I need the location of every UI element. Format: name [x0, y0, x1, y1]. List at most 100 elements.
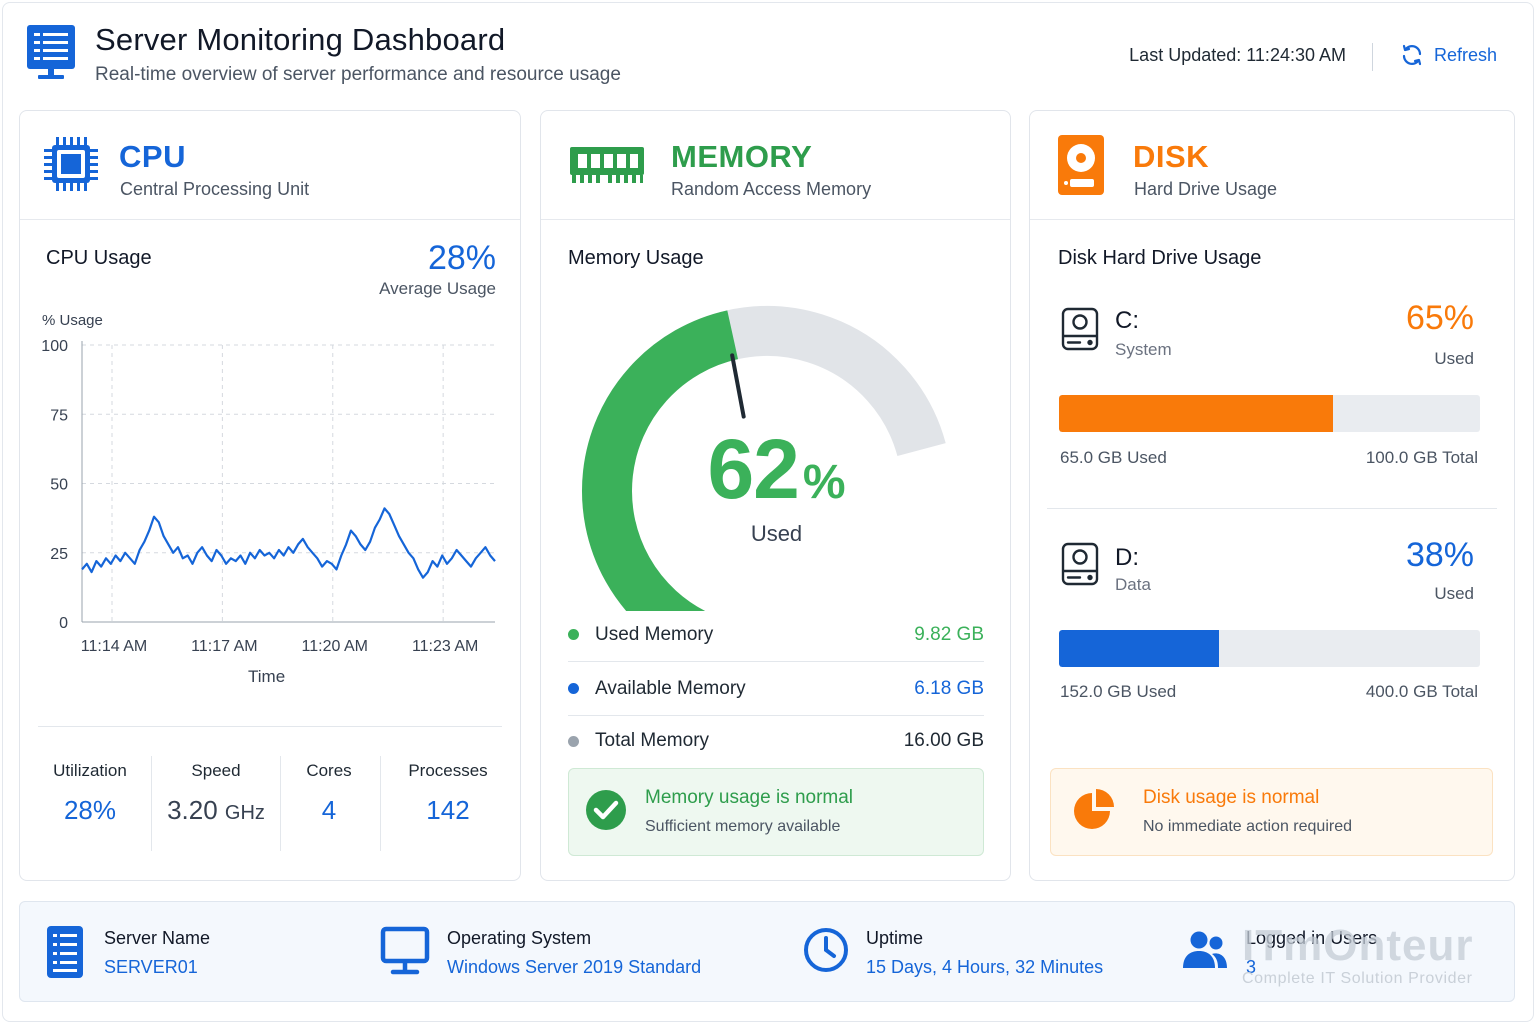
- y-tick-label: 0: [59, 615, 68, 632]
- stat-utilization: Utilization 28%: [40, 761, 140, 826]
- memory-row-label: Total Memory: [595, 730, 710, 751]
- gauge-percentage: 62%: [541, 421, 1012, 518]
- stat-value: 142: [426, 795, 470, 825]
- stat-separator: [280, 756, 281, 851]
- y-tick-label: 50: [50, 477, 68, 494]
- x-tick-label: 11:20 AM: [302, 638, 368, 655]
- stat-label: Speed: [191, 761, 241, 780]
- stat-separator: [151, 756, 152, 851]
- y-axis-title: % Usage: [42, 312, 103, 329]
- memory-row-label: Available Memory: [595, 677, 746, 699]
- cpu-average-value: 28%: [427, 239, 496, 277]
- memory-row-label: Used Memory: [595, 623, 714, 645]
- memory-status-title: Memory usage is normal: [645, 787, 854, 808]
- memory-usage-title: Memory Usage: [568, 247, 704, 269]
- watermark-logo: ITmOnteur Complete IT Solution Provider: [1242, 922, 1473, 988]
- cpu-line-chart: 0 25 50 75 100 11:14 AM 11:17 AM 11:20 AM 11:23 …: [41, 338, 496, 655]
- footer-uptime: Uptime 15 Days, 4 Hours, 32 Minutes: [780, 902, 1180, 1003]
- x-tick-label: 11:14 AM: [81, 638, 147, 655]
- drive-usage-bar: [1059, 630, 1480, 667]
- cpu-card: CPU Central Processing Unit CPU Usage 28…: [19, 110, 521, 881]
- footer-logged-users: Logged in Users 3: [1180, 902, 1480, 1003]
- cpu-title: CPU: [119, 139, 186, 174]
- drive-percent: 65%: [1405, 299, 1474, 337]
- ram-module-icon: [570, 147, 644, 183]
- watermark-tagline: Complete IT Solution Provider: [1242, 970, 1473, 987]
- cpu-usage-title: CPU Usage: [46, 247, 152, 269]
- footer-value: 15 Days, 4 Hours, 32 Minutes: [866, 957, 1104, 977]
- stat-label: Utilization: [53, 761, 127, 780]
- refresh-icon: [1402, 44, 1422, 66]
- hard-drive-icon: [1058, 135, 1104, 195]
- footer-value: 3: [1246, 957, 1257, 977]
- header: Server Monitoring Dashboard Real-time ov…: [0, 0, 1536, 108]
- stat-separator: [380, 756, 381, 851]
- disk-drive-icon: [1061, 307, 1099, 351]
- cpu-usage-series-line: [81, 507, 496, 579]
- cpu-average-label: Average Usage: [379, 279, 496, 298]
- stat-processes: Processes 142: [396, 761, 500, 826]
- cpu-subtitle: Central Processing Unit: [120, 179, 310, 199]
- footer-server-name: Server Name SERVER01: [20, 902, 360, 1003]
- speed-number: 3.20: [167, 795, 218, 825]
- speed-unit: GHz: [224, 802, 265, 824]
- drive-name: Data: [1115, 575, 1151, 594]
- y-tick-label: 75: [50, 407, 68, 424]
- y-tick-label: 25: [50, 546, 68, 563]
- stat-cores: Cores 4: [285, 761, 373, 826]
- stat-value: 3.20 GHz: [160, 795, 272, 826]
- check-circle-icon: [586, 790, 626, 830]
- disk-divider: [1047, 508, 1497, 509]
- disk-subtitle: Hard Drive Usage: [1134, 179, 1278, 199]
- drive-percent: 38%: [1405, 536, 1474, 574]
- watermark-brand: ITmOnteur: [1242, 921, 1474, 970]
- disk-card: DISK Hard Drive Usage Disk Hard Drive Us…: [1029, 110, 1515, 881]
- x-tick-label: 11:23 AM: [412, 638, 478, 655]
- clock-icon: [804, 928, 848, 972]
- footer-value: Windows Server 2019 Standard: [447, 957, 702, 977]
- page-title: Server Monitoring Dashboard: [95, 22, 506, 57]
- x-tick-label: 11:17 AM: [191, 638, 257, 655]
- drive-used-amount: 65.0 GB Used: [1060, 448, 1167, 467]
- disk-status-title: Disk usage is normal: [1143, 787, 1320, 808]
- drive-letter: C:: [1115, 307, 1139, 334]
- footer-label: Operating System: [447, 928, 592, 948]
- drive-name: System: [1115, 340, 1172, 359]
- cpu-chip-icon: [44, 137, 98, 191]
- users-icon: [1183, 931, 1227, 968]
- stat-label: Cores: [306, 761, 352, 780]
- memory-status-box: Memory usage is normal Sufficient memory…: [568, 768, 984, 856]
- stat-value: 4: [321, 795, 337, 825]
- drive-used-label: Used: [1434, 584, 1474, 603]
- memory-row-value: 9.82 GB: [914, 623, 984, 645]
- disk-drive-icon: [1061, 542, 1099, 586]
- drive-letter: D:: [1115, 544, 1139, 571]
- gauge-needle: [730, 353, 746, 419]
- memory-status-subtitle: Sufficient memory available: [645, 818, 841, 835]
- last-updated-text: Last Updated: 11:24:30 AM: [1129, 45, 1346, 65]
- y-tick-label: 100: [41, 338, 68, 355]
- gauge-number: 62: [707, 422, 799, 516]
- memory-row-used: Used Memory 9.82 GB: [568, 608, 984, 662]
- gauge-label: Used: [750, 521, 803, 546]
- memory-row-available: Available Memory 6.18 GB: [568, 662, 984, 716]
- disk-usage-title: Disk Hard Drive Usage: [1058, 247, 1262, 269]
- pie-chart-icon: [1074, 789, 1114, 829]
- legend-dot: [568, 629, 579, 640]
- server-monitor-icon: [27, 25, 75, 79]
- memory-title: MEMORY: [671, 139, 813, 174]
- drive-used-amount: 152.0 GB Used: [1060, 682, 1177, 701]
- refresh-button[interactable]: Refresh: [1400, 43, 1497, 67]
- memory-row-value: 16.00 GB: [903, 730, 984, 751]
- x-axis-title: Time: [248, 667, 286, 686]
- server-info-bar: Server Name SERVER01 Operating System Wi…: [19, 901, 1515, 1002]
- memory-row-value: 6.18 GB: [914, 677, 984, 699]
- footer-operating-system: Operating System Windows Server 2019 Sta…: [360, 902, 780, 1003]
- memory-card: MEMORY Random Access Memory Memory Usage…: [540, 110, 1011, 881]
- gauge-percent-sign: %: [802, 456, 846, 509]
- page-subtitle: Real-time overview of server performance…: [95, 64, 621, 85]
- disk-status-subtitle: No immediate action required: [1143, 818, 1352, 835]
- header-divider: [1372, 43, 1373, 71]
- memory-gauge: [582, 306, 946, 611]
- cpu-card-header: CPU Central Processing Unit: [20, 111, 520, 220]
